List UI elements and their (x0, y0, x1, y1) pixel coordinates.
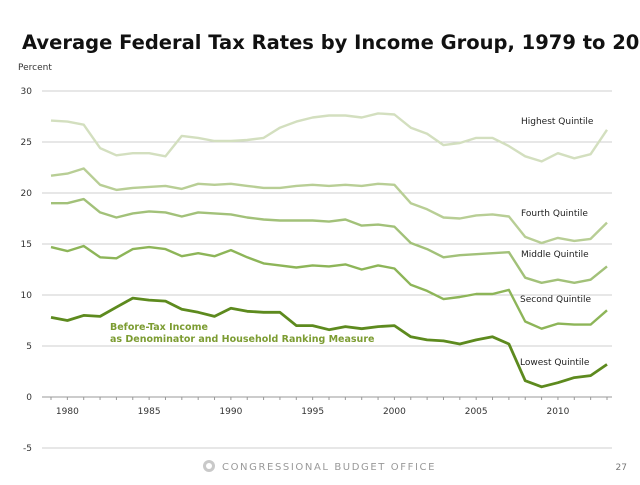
series-line-second-quintile (50, 244, 608, 330)
x-tick-label: 1990 (219, 407, 242, 417)
series-line-highest-quintile (50, 112, 608, 163)
x-tick-label: 1985 (138, 407, 161, 417)
x-tick-label: 1980 (56, 407, 79, 417)
series-line-lowest-quintile (50, 296, 608, 389)
x-tick-label: 2005 (465, 407, 488, 417)
y-axis-label: Percent (18, 63, 52, 73)
series-line-fourth-quintile (50, 167, 608, 245)
footer-organization: CONGRESSIONAL BUDGET OFFICE (222, 462, 436, 473)
y-tick-label: 10 (21, 291, 33, 301)
series-label: Highest Quintile (521, 117, 594, 127)
annotation-line-1: Before-Tax Income (110, 322, 208, 333)
chart-title: Average Federal Tax Rates by Income Grou… (22, 31, 640, 54)
gridlines (42, 90, 612, 449)
y-tick-label: 15 (21, 240, 32, 250)
x-tick-label: 1995 (301, 407, 324, 417)
y-tick-label: 5 (26, 342, 32, 352)
y-tick-label: 25 (21, 138, 32, 148)
annotation-line-2: as Denominator and Household Ranking Mea… (110, 334, 374, 345)
x-axis: 1980 1985 1990 1995 2000 2005 2010 (42, 396, 612, 417)
y-tick-label: 20 (21, 189, 33, 199)
y-tick-labels: -5 0 5 10 15 20 25 30 (21, 87, 33, 454)
x-tick-label: 2000 (383, 407, 406, 417)
page-number: 27 (616, 463, 627, 473)
y-tick-label: -5 (23, 444, 32, 454)
series-line-middle-quintile (51, 197, 608, 284)
series-label: Second Quintile (520, 295, 592, 305)
series-label: Lowest Quintile (520, 358, 590, 368)
series-lines (50, 112, 608, 389)
y-tick-label: 30 (21, 87, 33, 97)
series-label: Middle Quintile (521, 250, 589, 260)
y-tick-label: 0 (26, 393, 32, 403)
cbo-logo-icon (203, 460, 215, 472)
x-tick-label: 2010 (546, 407, 569, 417)
series-label: Fourth Quintile (521, 209, 588, 219)
series-labels: Highest Quintile Fourth Quintile Middle Qu… (520, 117, 594, 368)
